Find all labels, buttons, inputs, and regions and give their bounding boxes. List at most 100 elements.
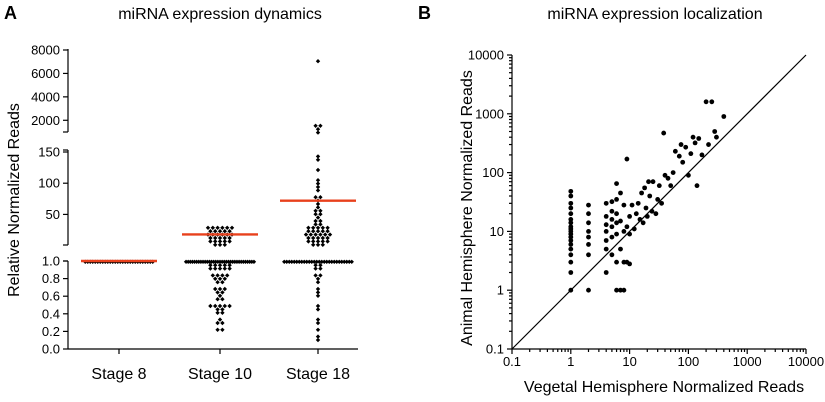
panel-a-data-point bbox=[217, 235, 223, 241]
panel-b-data-point bbox=[688, 151, 694, 157]
panel-a-data-point bbox=[208, 229, 213, 234]
panel-b-data-point bbox=[621, 229, 627, 234]
panel-b-data-point bbox=[709, 99, 715, 105]
panel-a-data-point bbox=[217, 229, 223, 234]
panel-b-data-point bbox=[586, 202, 591, 208]
panel-a-y-tick-label: 0.2 bbox=[42, 324, 60, 339]
panel-a-data-point bbox=[318, 266, 323, 271]
panel-a-data-point bbox=[315, 188, 321, 193]
panel-b-data-point bbox=[627, 213, 632, 219]
panel-a-data-point bbox=[292, 259, 297, 264]
panel-a-y-tick-label: 2000 bbox=[31, 113, 60, 128]
panel-a-data-point bbox=[318, 218, 323, 224]
panel-a-data-point bbox=[313, 263, 318, 268]
panel-b-data-point bbox=[568, 193, 574, 199]
panel-a-data-point bbox=[225, 273, 230, 278]
panel-b-y-tick-label: 0.1 bbox=[486, 342, 504, 357]
panel-a-data-point bbox=[220, 273, 225, 278]
panel-a-data-point bbox=[220, 290, 225, 295]
panel-a-data-point bbox=[208, 263, 213, 268]
panel-a-data-point bbox=[315, 130, 321, 135]
panel-b-letter: B bbox=[418, 3, 431, 23]
panel-a-y-tick-label: 8000 bbox=[31, 43, 60, 58]
panel-b-data-point bbox=[631, 226, 637, 232]
panel-b-data-point bbox=[690, 134, 696, 140]
panel-a-y-tick-label: 0.4 bbox=[42, 306, 60, 321]
panel-b-data-point bbox=[653, 211, 659, 217]
panel-a-data-point bbox=[302, 259, 307, 264]
panel-a-data-point bbox=[217, 263, 223, 268]
panel-b-data-point bbox=[650, 179, 656, 185]
panel-b-data-point bbox=[586, 220, 591, 226]
panel-b-title: miRNA expression localization bbox=[547, 6, 762, 23]
panel-b-y-tick-label: 10000 bbox=[468, 48, 504, 63]
panel-b-data-point bbox=[627, 261, 632, 267]
panel-a-y-tick-label: 150 bbox=[38, 145, 60, 160]
panel-a-data-point bbox=[227, 235, 232, 241]
panel-a-data-point bbox=[315, 229, 321, 234]
panel-a-y-tick-label: 1.0 bbox=[42, 254, 60, 269]
panel-a-data-point bbox=[323, 232, 328, 237]
panel-a-data-point bbox=[315, 276, 321, 281]
panel-b-data-point bbox=[568, 205, 574, 211]
panel-b-data-point bbox=[614, 287, 619, 293]
panel-a-data-point bbox=[315, 215, 321, 220]
panel-a-data-point bbox=[325, 229, 330, 234]
panel-a-data-point bbox=[215, 320, 220, 326]
panel-a-data-point bbox=[205, 225, 211, 230]
panel-b-data-point bbox=[692, 140, 698, 146]
panel-b-data-point bbox=[609, 199, 615, 205]
panel-a-data-point bbox=[213, 235, 218, 241]
panel-a-data-point bbox=[213, 229, 218, 234]
panel-a-data-point bbox=[222, 235, 227, 241]
panel-a-data-point bbox=[215, 297, 220, 302]
panel-b-data-point bbox=[665, 175, 671, 181]
panel-a-data-point bbox=[217, 239, 223, 244]
panel-b-data-point bbox=[609, 208, 615, 214]
panel-a-data-point bbox=[313, 123, 318, 128]
panel-b-data-point bbox=[603, 238, 609, 243]
panel-b-data-point bbox=[568, 252, 574, 258]
panel-b-data-point bbox=[649, 208, 655, 214]
panel-a-chart: 0.0 0.2 0.4 0.6 0.8 1.0 50 100 150 2000 4000 6000 80… bbox=[31, 43, 358, 383]
panel-a-data-point bbox=[313, 232, 318, 237]
panel-a-data-point bbox=[311, 225, 316, 230]
panel-b-data-point bbox=[686, 172, 691, 178]
panel-a-data-point bbox=[315, 317, 321, 322]
panel-a-y-tick-label: 0.6 bbox=[42, 289, 60, 304]
panel-b-data-point bbox=[603, 270, 609, 275]
panel-a-data-point bbox=[227, 229, 232, 234]
panel-b-x-tick-label: 0.1 bbox=[503, 354, 521, 369]
panel-a-data-point bbox=[325, 239, 330, 244]
panel-a-data-point bbox=[306, 229, 311, 234]
panel-a-data-point bbox=[227, 303, 232, 309]
panel-a-data-point bbox=[220, 327, 225, 332]
panel-b-data-point bbox=[678, 142, 684, 147]
panel-b-data-point bbox=[586, 242, 591, 247]
panel-b-data-point bbox=[642, 185, 648, 191]
panel-a-data-point bbox=[208, 303, 213, 309]
panel-a-y-tick-label: 0.0 bbox=[42, 342, 60, 357]
panel-a-data-point bbox=[227, 263, 232, 268]
panel-a-data-point bbox=[213, 239, 218, 244]
panel-a-data-point bbox=[217, 286, 223, 292]
panel-a-data-point bbox=[222, 229, 227, 234]
panel-a-y-tick-label: 0.8 bbox=[42, 271, 60, 286]
panel-a-data-point bbox=[313, 218, 318, 224]
panel-a-data-point bbox=[306, 225, 311, 230]
panel-a-data-point bbox=[315, 242, 321, 247]
panel-b-data-point bbox=[643, 205, 649, 211]
panel-b-data-point bbox=[637, 216, 643, 222]
panel-b-data-point bbox=[586, 211, 591, 217]
panel-a-category-label: Stage 8 bbox=[91, 366, 146, 383]
panel-a-data-point bbox=[220, 307, 225, 312]
panel-a-category-label: Stage 10 bbox=[188, 366, 252, 383]
panel-a-data-point bbox=[304, 259, 309, 264]
panel-a-data-point bbox=[315, 280, 321, 285]
panel-a-data-point bbox=[320, 225, 325, 230]
panel-b-data-point bbox=[668, 183, 674, 189]
panel-a-data-point bbox=[217, 276, 223, 281]
panel-b-data-point bbox=[609, 234, 615, 240]
panel-a-category-label: Stage 18 bbox=[286, 366, 350, 383]
panel-a-data-point bbox=[315, 201, 321, 207]
